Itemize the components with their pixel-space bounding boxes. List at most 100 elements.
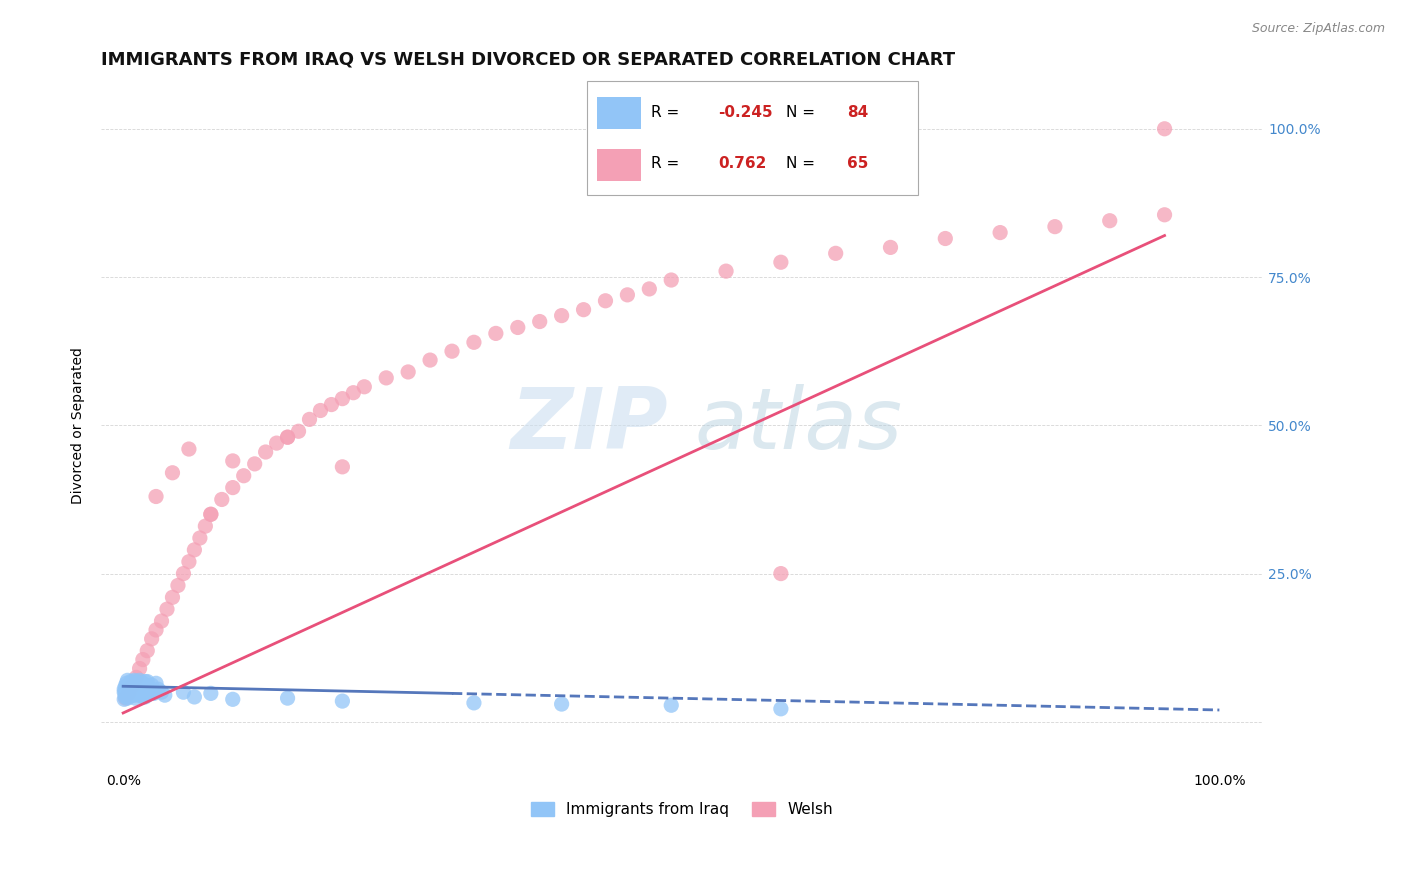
Point xyxy=(134,690,156,704)
Point xyxy=(131,682,153,697)
Point xyxy=(638,282,661,296)
Point xyxy=(127,676,149,690)
Point xyxy=(550,697,572,711)
Point xyxy=(162,591,184,605)
Point xyxy=(277,691,299,706)
Point xyxy=(145,490,167,504)
Point xyxy=(120,678,142,692)
Point xyxy=(132,681,155,695)
Point xyxy=(1043,219,1066,234)
Bar xyxy=(598,96,641,129)
Point xyxy=(153,688,176,702)
Point xyxy=(396,365,419,379)
Point xyxy=(131,686,153,700)
Point xyxy=(150,685,173,699)
Point xyxy=(112,682,135,697)
Text: 65: 65 xyxy=(846,156,868,171)
Point xyxy=(222,481,245,495)
Point xyxy=(332,694,354,708)
Point xyxy=(136,674,159,689)
Point xyxy=(287,424,309,438)
Point xyxy=(172,566,194,581)
Point xyxy=(550,309,572,323)
Point xyxy=(136,643,159,657)
Point xyxy=(183,690,205,704)
Bar xyxy=(598,149,641,181)
Point xyxy=(117,686,139,700)
Point xyxy=(132,685,155,699)
Point xyxy=(125,670,148,684)
Point xyxy=(824,246,846,260)
Point xyxy=(659,698,682,713)
Point xyxy=(177,442,200,456)
Legend: Immigrants from Iraq, Welsh: Immigrants from Iraq, Welsh xyxy=(526,797,839,823)
Point xyxy=(141,678,163,692)
Text: R =: R = xyxy=(651,105,679,120)
Text: R =: R = xyxy=(651,156,679,171)
Point xyxy=(132,652,155,666)
Point xyxy=(1153,121,1175,136)
Point xyxy=(128,688,150,702)
Point xyxy=(129,679,152,693)
Point xyxy=(616,288,638,302)
Point xyxy=(114,679,136,693)
Point xyxy=(118,686,141,700)
Point xyxy=(200,686,222,700)
Point xyxy=(485,326,508,341)
Point xyxy=(121,679,143,693)
Text: N =: N = xyxy=(786,156,815,171)
Point xyxy=(769,255,792,269)
Point xyxy=(122,688,145,702)
Point xyxy=(150,614,173,628)
Point xyxy=(127,686,149,700)
Point xyxy=(266,436,288,450)
Point xyxy=(595,293,617,308)
Point xyxy=(463,696,485,710)
Point xyxy=(122,681,145,695)
Point xyxy=(127,686,149,700)
Point xyxy=(115,682,138,697)
Point xyxy=(183,542,205,557)
Point xyxy=(141,632,163,646)
Point xyxy=(117,673,139,688)
Point xyxy=(879,240,901,254)
Point xyxy=(127,682,149,697)
Point xyxy=(506,320,529,334)
Point xyxy=(200,508,222,522)
Point xyxy=(375,371,398,385)
Y-axis label: Divorced or Separated: Divorced or Separated xyxy=(72,347,86,504)
Point xyxy=(136,688,159,702)
Point xyxy=(167,578,190,592)
Point xyxy=(139,682,162,697)
Point xyxy=(714,264,737,278)
Point xyxy=(129,676,152,690)
Point xyxy=(142,685,165,699)
Point xyxy=(117,686,139,700)
Point xyxy=(122,676,145,690)
Point xyxy=(934,231,956,245)
Point xyxy=(769,702,792,716)
Point xyxy=(529,314,551,328)
Point xyxy=(277,430,299,444)
Text: 84: 84 xyxy=(846,105,868,120)
Point xyxy=(117,691,139,706)
Point xyxy=(222,454,245,468)
Text: Source: ZipAtlas.com: Source: ZipAtlas.com xyxy=(1251,22,1385,36)
Point xyxy=(145,676,167,690)
Point xyxy=(172,685,194,699)
Text: 0.762: 0.762 xyxy=(718,156,766,171)
Point xyxy=(1153,208,1175,222)
Point xyxy=(419,353,441,368)
Point xyxy=(114,691,136,706)
Text: ZIP: ZIP xyxy=(510,384,668,467)
Point xyxy=(131,685,153,699)
Point xyxy=(243,457,266,471)
Point xyxy=(115,686,138,700)
Point xyxy=(342,385,364,400)
Point xyxy=(115,684,138,698)
Point xyxy=(115,676,138,690)
Point xyxy=(127,681,149,695)
Point xyxy=(298,412,321,426)
Point xyxy=(117,690,139,704)
Point xyxy=(124,679,146,693)
